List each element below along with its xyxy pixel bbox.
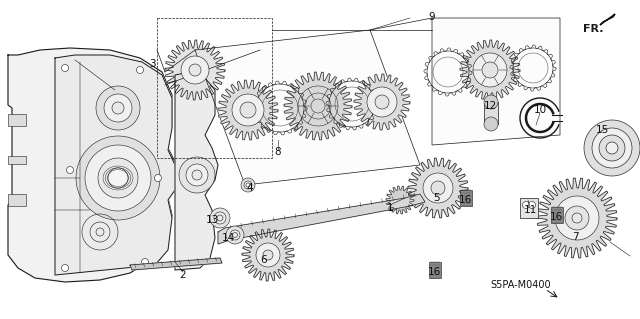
Bar [551, 207, 563, 223]
Bar [520, 198, 538, 218]
Circle shape [240, 102, 256, 118]
Circle shape [482, 62, 498, 78]
Circle shape [154, 174, 161, 182]
Text: 8: 8 [275, 147, 282, 157]
Circle shape [217, 215, 223, 221]
Bar [460, 190, 472, 206]
Circle shape [555, 196, 599, 240]
Circle shape [473, 53, 507, 87]
Circle shape [484, 117, 498, 131]
Polygon shape [165, 40, 225, 100]
Text: S5PA-M0400: S5PA-M0400 [490, 280, 550, 290]
Circle shape [76, 136, 160, 220]
Circle shape [367, 87, 397, 117]
Text: 10: 10 [533, 105, 547, 115]
Polygon shape [284, 72, 352, 140]
Polygon shape [386, 186, 414, 214]
Circle shape [214, 212, 226, 224]
Polygon shape [432, 18, 560, 145]
Polygon shape [460, 40, 520, 100]
Polygon shape [600, 14, 615, 25]
Polygon shape [218, 194, 425, 244]
Polygon shape [354, 74, 410, 130]
Text: FR.: FR. [583, 24, 604, 34]
Polygon shape [408, 158, 468, 218]
Circle shape [375, 95, 389, 109]
Circle shape [592, 128, 632, 168]
Text: 6: 6 [260, 255, 268, 265]
Circle shape [484, 95, 498, 109]
Circle shape [108, 168, 128, 188]
Circle shape [232, 94, 264, 126]
Circle shape [241, 178, 255, 192]
Polygon shape [242, 229, 294, 281]
Circle shape [112, 102, 124, 114]
Polygon shape [8, 48, 178, 282]
Polygon shape [537, 178, 617, 258]
Bar [8, 114, 26, 126]
Circle shape [98, 158, 138, 198]
Polygon shape [130, 258, 222, 270]
Circle shape [256, 243, 280, 267]
Text: 1: 1 [387, 203, 394, 213]
Circle shape [67, 167, 74, 174]
Polygon shape [218, 80, 278, 140]
Circle shape [232, 233, 237, 238]
Circle shape [226, 226, 244, 244]
Circle shape [61, 264, 68, 271]
Circle shape [210, 208, 230, 228]
Bar [157, 18, 272, 158]
Circle shape [141, 258, 148, 265]
Bar [8, 194, 26, 206]
Text: 12: 12 [483, 101, 497, 111]
Text: 2: 2 [180, 270, 186, 280]
Polygon shape [195, 30, 420, 185]
Circle shape [565, 206, 589, 230]
Text: 3: 3 [148, 59, 156, 69]
Circle shape [606, 142, 618, 154]
Circle shape [230, 230, 240, 240]
Text: 7: 7 [572, 232, 579, 242]
Circle shape [572, 213, 582, 223]
Circle shape [96, 86, 140, 130]
Text: 14: 14 [221, 233, 235, 243]
Text: 16: 16 [549, 212, 563, 222]
Circle shape [431, 181, 445, 195]
Circle shape [529, 202, 536, 209]
Circle shape [599, 135, 625, 161]
Circle shape [244, 181, 252, 189]
Bar [8, 156, 26, 164]
Circle shape [104, 94, 132, 122]
Text: 13: 13 [205, 215, 219, 225]
Circle shape [189, 64, 201, 76]
Circle shape [136, 66, 143, 73]
Circle shape [263, 250, 273, 260]
Text: 16: 16 [428, 267, 440, 277]
Bar [484, 102, 498, 124]
Bar [429, 262, 441, 278]
Circle shape [85, 145, 151, 211]
Circle shape [584, 120, 640, 176]
Text: 9: 9 [429, 12, 435, 22]
Text: 11: 11 [524, 205, 536, 215]
Text: 4: 4 [246, 183, 253, 193]
Circle shape [246, 183, 250, 187]
Circle shape [61, 64, 68, 71]
Circle shape [522, 202, 529, 209]
Text: 15: 15 [595, 125, 609, 135]
Text: 5: 5 [434, 193, 440, 203]
Circle shape [179, 157, 215, 193]
Circle shape [181, 56, 209, 84]
Text: 16: 16 [458, 195, 472, 205]
Circle shape [423, 173, 453, 203]
Polygon shape [175, 72, 218, 270]
Circle shape [192, 170, 202, 180]
Circle shape [186, 164, 208, 186]
Polygon shape [55, 55, 178, 275]
